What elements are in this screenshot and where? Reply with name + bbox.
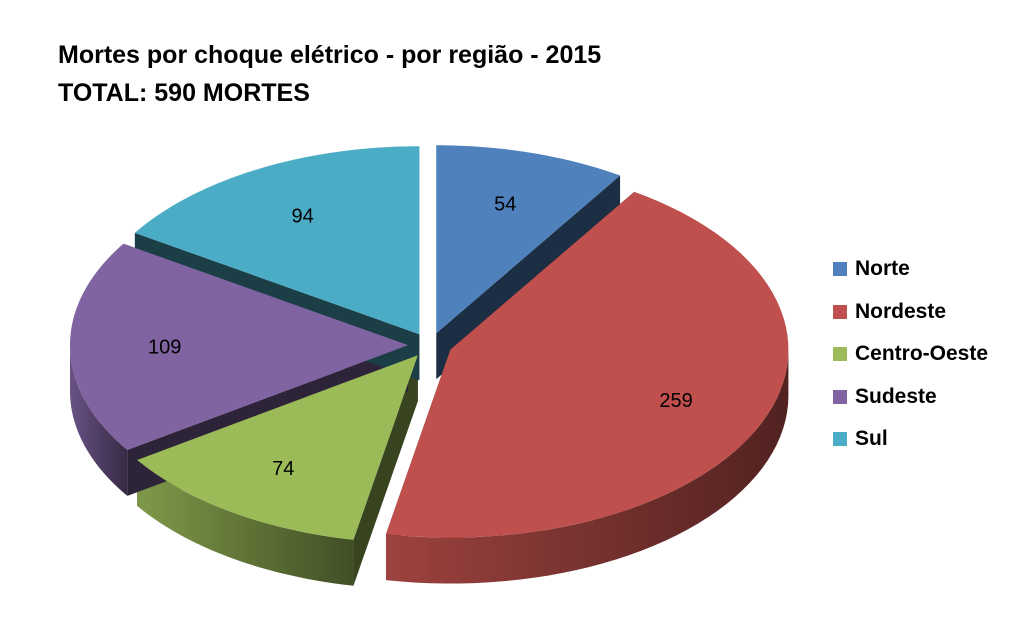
chart-subtitle: TOTAL: 590 MORTES xyxy=(58,79,310,107)
slice-nordeste xyxy=(386,191,789,538)
legend-item-centro-oeste: Centro-Oeste xyxy=(833,333,988,376)
slice-wall-centro-oeste-0 xyxy=(353,355,418,586)
legend-label-sul: Sul xyxy=(855,427,888,451)
legend-swatch-norte xyxy=(833,262,847,277)
data-label-nordeste: 259 xyxy=(659,390,692,412)
legend-swatch-nordeste xyxy=(833,304,847,319)
slice-edge-sudeste xyxy=(70,345,128,496)
slice-sul xyxy=(134,146,420,335)
slice-labels: 54 259 74 109 94 xyxy=(148,193,693,480)
data-label-norte: 54 xyxy=(494,193,516,215)
slice-edge-nordeste xyxy=(386,349,789,584)
legend: Norte Nordeste Centro-Oeste Sudeste Sul xyxy=(833,248,988,461)
legend-label-nordeste: Nordeste xyxy=(855,299,947,323)
legend-label-norte: Norte xyxy=(855,257,910,281)
slice-centro-oeste xyxy=(137,355,418,540)
chart-title-block: Mortes por choque elétrico - por região … xyxy=(58,36,601,112)
legend-swatch-sudeste xyxy=(833,389,847,404)
slice-sudeste xyxy=(70,243,409,450)
chart-title: Mortes por choque elétrico - por região … xyxy=(58,41,602,69)
slice-tops xyxy=(70,145,789,540)
legend-label-centro-oeste: Centro-Oeste xyxy=(855,342,989,366)
legend-swatch-sul xyxy=(833,432,847,447)
data-label-sudeste: 109 xyxy=(148,337,181,359)
legend-label-sudeste: Sudeste xyxy=(855,384,937,408)
data-label-centro-oeste: 74 xyxy=(272,458,294,480)
legend-swatch-centro-oeste xyxy=(833,347,847,362)
data-label-sul: 94 xyxy=(292,206,314,228)
legend-item-sudeste: Sudeste xyxy=(833,376,988,419)
legend-item-nordeste: Nordeste xyxy=(833,291,988,334)
slice-norte xyxy=(436,145,621,334)
legend-item-sul: Sul xyxy=(833,418,988,461)
slice-edge-centro-oeste xyxy=(137,459,354,586)
legend-item-norte: Norte xyxy=(833,248,988,291)
